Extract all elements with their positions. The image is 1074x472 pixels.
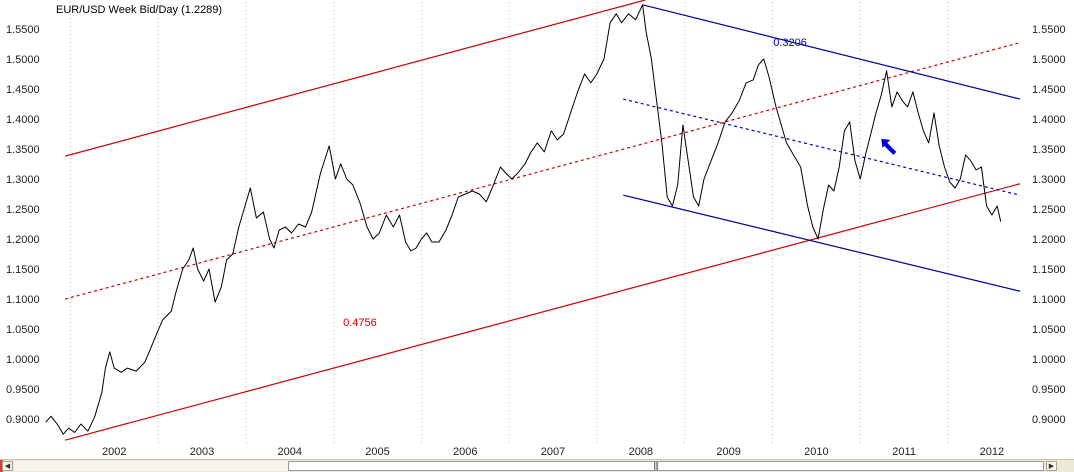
y-tick-label-right-1.5500: 1.5500 [1032,24,1066,36]
zoom-marker-icon [0,460,3,472]
x-tick-label-2003: 2003 [190,446,214,458]
y-tick-label-left-1.2000: 1.2000 [6,234,40,246]
y-axis-right: 0.9000 0.9500 1.0000 1.0500 1.1000 1.1500 1.20… [1032,24,1066,426]
y-tick-label-left-1.3500: 1.3500 [6,144,40,156]
y-tick-label-left-1.1000: 1.1000 [6,294,40,306]
annotation-label-1: 0.4756 [343,317,377,329]
y-tick-label-left-1.0500: 1.0500 [6,324,40,336]
horizontal-scrollbar[interactable]: ◀ ||| ▶ [0,459,1074,472]
y-tick-label-left-1.0000: 1.0000 [6,354,40,366]
x-tick-label-2007: 2007 [541,446,565,458]
x-tick-label-2011: 2011 [892,446,916,458]
x-tick-label-2008: 2008 [629,446,653,458]
x-tick-label-2004: 2004 [278,446,302,458]
x-tick-label-2005: 2005 [365,446,389,458]
trendline-blue-middle [623,98,1021,196]
y-tick-label-right-1.0000: 1.0000 [1032,354,1066,366]
annotation-label-0: 0.3206 [773,37,807,49]
x-tick-label-2010: 2010 [804,446,828,458]
trendline-red-lower [64,183,1021,441]
y-tick-label-right-0.9000: 0.9000 [1032,414,1066,426]
y-tick-label-left-1.5500: 1.5500 [6,24,40,36]
scroll-track[interactable]: ||| [14,461,1044,471]
grid [69,2,949,444]
y-tick-label-right-1.4000: 1.4000 [1032,114,1066,126]
y-tick-label-right-0.9500: 0.9500 [1032,384,1066,396]
y-tick-label-left-0.9000: 0.9000 [6,414,40,426]
y-tick-label-right-1.3500: 1.3500 [1032,144,1066,156]
scroll-right-button[interactable]: ▶ [1046,461,1057,471]
y-tick-label-left-1.3000: 1.3000 [6,174,40,186]
scroll-left-button[interactable]: ◀ [2,461,13,471]
y-tick-label-left-1.2500: 1.2500 [6,204,40,216]
x-axis: 2002 2003 2004 2005 2006 2007 2008 2009 2010 2011… [102,446,1004,458]
y-tick-label-left-0.9500: 0.9500 [6,384,40,396]
arrow-marker [881,138,897,155]
grip-icon[interactable]: ||| [653,461,659,470]
y-tick-label-right-1.5000: 1.5000 [1032,54,1066,66]
y-tick-label-right-1.1500: 1.1500 [1032,264,1066,276]
x-tick-label-2009: 2009 [716,446,740,458]
x-tick-label-2012: 2012 [980,446,1004,458]
chart-title: EUR/USD Week Bid/Day (1.2289) [56,4,222,16]
x-tick-label-2002: 2002 [102,446,126,458]
trendline-red-upper [64,0,646,157]
y-tick-label-right-1.4500: 1.4500 [1032,84,1066,96]
annotations: 0.3206 0.4756 [343,37,807,329]
trendlines [64,0,1021,441]
y-axis-left: 0.9000 0.9500 1.0000 1.0500 1.1000 1.1500 1.20… [6,24,40,426]
trendline-blue-upper [642,4,1021,100]
price-series-line [45,4,1002,435]
price-chart: 0.9000 0.9500 1.0000 1.0500 1.1000 1.1500 1.20… [6,0,1066,458]
y-tick-label-right-1.2500: 1.2500 [1032,204,1066,216]
series-layer [45,4,1002,435]
x-tick-label-2006: 2006 [453,446,477,458]
y-tick-label-right-1.2000: 1.2000 [1032,234,1066,246]
y-tick-label-left-1.4500: 1.4500 [6,84,40,96]
arrow-up-left-icon [881,138,897,155]
y-tick-label-right-1.1000: 1.1000 [1032,294,1066,306]
y-tick-label-right-1.0500: 1.0500 [1032,324,1066,336]
trendline-red-middle [64,42,1021,300]
y-tick-label-left-1.5000: 1.5000 [6,54,40,66]
y-tick-label-right-1.3000: 1.3000 [1032,174,1066,186]
y-tick-label-left-1.4000: 1.4000 [6,114,40,126]
y-tick-label-left-1.1500: 1.1500 [6,264,40,276]
scroll-thumb[interactable]: ||| [288,461,1044,471]
trendline-blue-lower [623,194,1021,292]
